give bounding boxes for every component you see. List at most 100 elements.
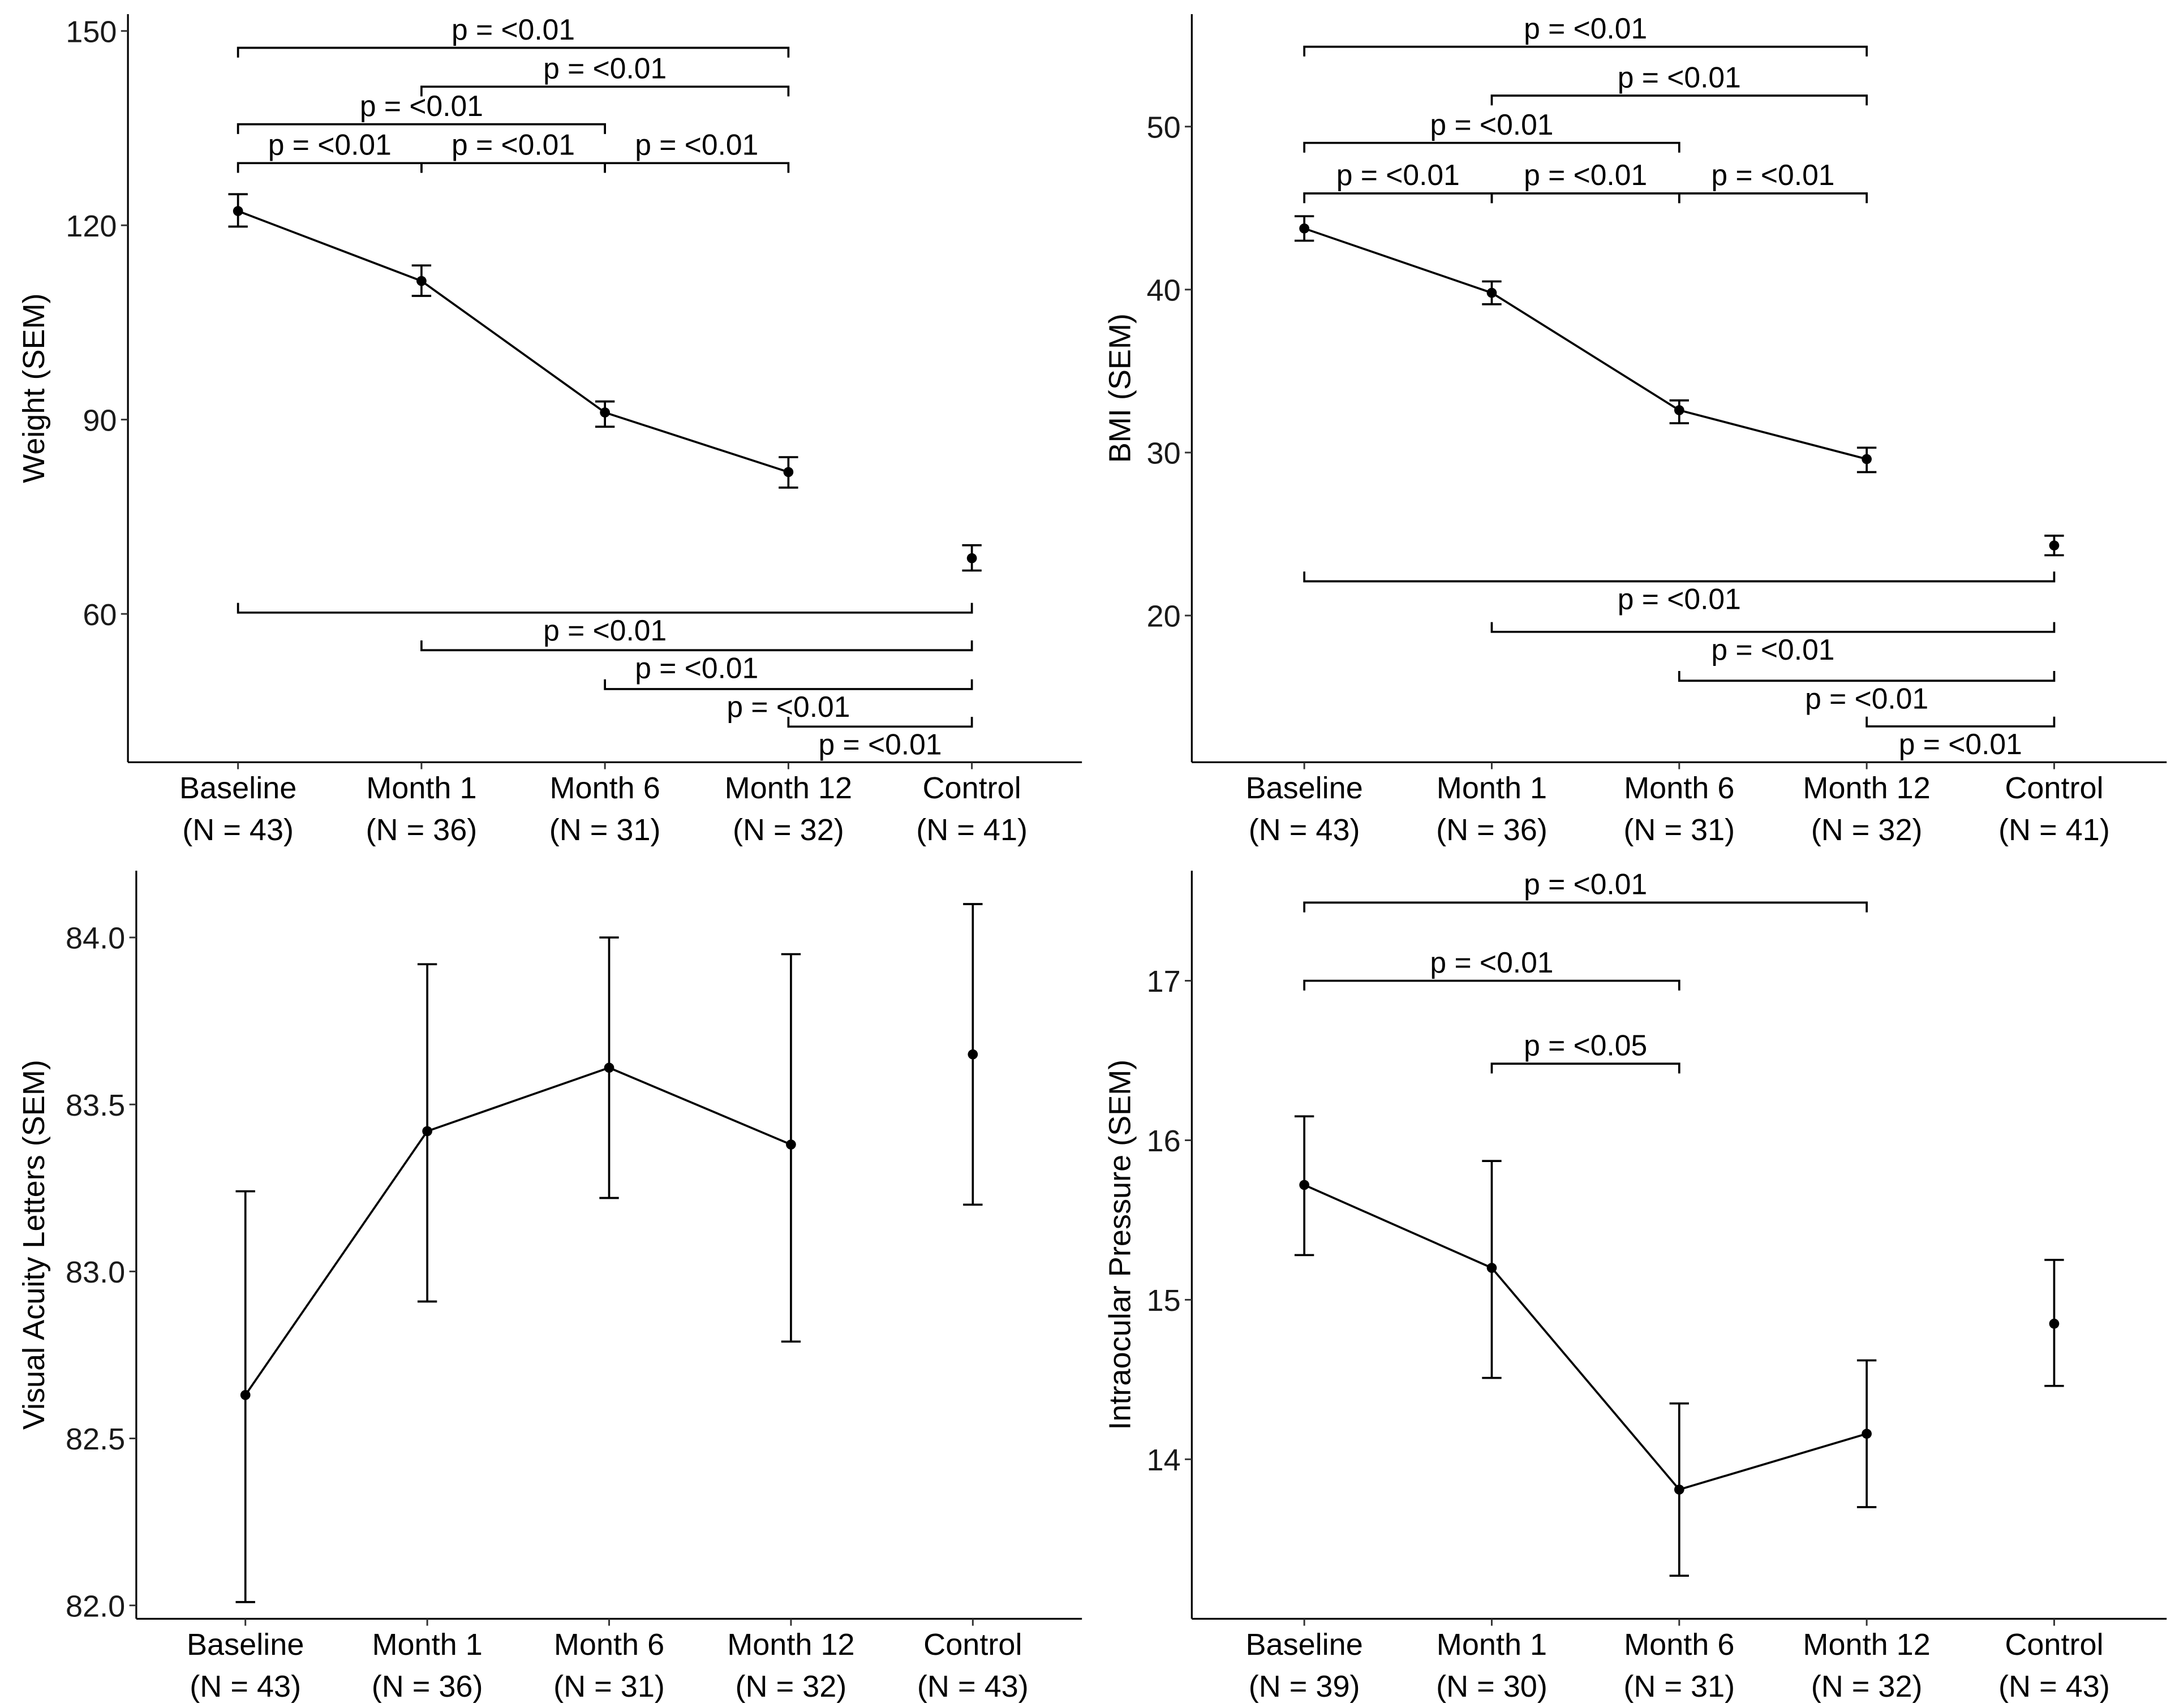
x-tick-label: Month 1 xyxy=(372,1628,482,1662)
bracket-line xyxy=(237,123,606,134)
p-value-label: p = <0.01 xyxy=(1711,633,1834,666)
series-line xyxy=(244,1066,792,1396)
x-tick-label: Control xyxy=(922,771,1021,805)
p-value-label: p = <0.01 xyxy=(1805,682,1928,715)
y-axis-title: Intraocular Pressure (SEM) xyxy=(1103,1060,1137,1430)
significance-bracket: p = <0.01 xyxy=(420,51,790,97)
p-value-label: p = <0.01 xyxy=(452,13,575,46)
data-point xyxy=(2049,540,2060,550)
p-value-label: p = <0.01 xyxy=(1524,158,1647,191)
visual-acuity-panel: 82.0 82.5 83.0 83.5 84.0 Baseline (N = 43) Mont… xyxy=(17,870,1082,1703)
x-tick-sample-size: (N = 31) xyxy=(1623,813,1735,847)
significance-bracket: p = <0.01 xyxy=(1490,158,1680,204)
y-tick-label: 90 xyxy=(83,403,117,437)
bracket-line xyxy=(1303,901,1868,913)
p-value-label: p = <0.01 xyxy=(543,51,667,84)
bracket-line xyxy=(237,603,973,614)
significance-bracket: p = <0.01 xyxy=(1303,868,1868,913)
data-point xyxy=(416,276,427,286)
y-axis-title: Visual Acuity Letters (SEM) xyxy=(17,1060,51,1430)
data-point xyxy=(604,1062,614,1073)
x-tick-label: Baseline xyxy=(1245,771,1362,805)
data-point xyxy=(600,407,610,418)
significance-bracket: p = <0.01 xyxy=(604,128,790,173)
data-point xyxy=(2049,1318,2060,1329)
y-tick-label: 20 xyxy=(1147,600,1181,634)
x-tick-sample-size: (N = 43) xyxy=(1249,813,1360,847)
bracket-line xyxy=(1865,716,2056,728)
x-tick-sample-size: (N = 36) xyxy=(372,1670,483,1703)
series-line xyxy=(1304,1184,1867,1491)
y-axis-title: BMI (SEM) xyxy=(1103,313,1137,463)
bmi-panel: 20 30 40 50 Baseline (N = 43) Month 1 (N = 36) M… xyxy=(1103,12,2167,847)
x-tick-sample-size: (N = 31) xyxy=(549,813,661,847)
x-tick-label: Month 1 xyxy=(366,771,476,805)
bracket-line xyxy=(1303,979,1680,991)
significance-bracket: p = <0.01 xyxy=(237,89,606,134)
y-tick-label: 14 xyxy=(1147,1443,1181,1477)
significance-bracket: p = <0.01 xyxy=(1678,158,1868,204)
y-tick-label: 17 xyxy=(1147,965,1181,999)
intraocular-pressure-panel: 14 15 16 17 Baseline (N = 39) Month 1 (N = 30) M… xyxy=(1103,868,2167,1703)
p-value-label: p = <0.01 xyxy=(1336,158,1460,191)
data-point xyxy=(1674,405,1684,415)
x-tick-sample-size: (N = 32) xyxy=(1811,1670,1923,1703)
bracket-line xyxy=(1678,671,2056,682)
data-point xyxy=(422,1126,432,1137)
x-tick-label: Control xyxy=(2005,771,2103,805)
x-tick-label: Month 6 xyxy=(1624,771,1734,805)
p-value-label: p = <0.01 xyxy=(1524,868,1647,901)
x-tick-label: Month 1 xyxy=(1437,771,1547,805)
p-value-label: p = <0.01 xyxy=(1618,583,1741,616)
significance-bracket: p = <0.01 xyxy=(420,640,973,684)
bracket-line xyxy=(1303,141,1680,153)
y-tick-label: 83.5 xyxy=(66,1089,125,1122)
p-value-label: p = <0.05 xyxy=(1524,1029,1647,1061)
data-point xyxy=(1299,223,1309,234)
series-line xyxy=(1304,227,1867,461)
data-point xyxy=(783,467,794,477)
y-tick-label: 30 xyxy=(1147,437,1181,471)
p-value-label: p = <0.01 xyxy=(635,128,758,161)
y-tick-label: 82.0 xyxy=(66,1589,125,1623)
x-tick-sample-size: (N = 30) xyxy=(1436,1670,1548,1703)
data-point xyxy=(966,553,977,563)
p-value-label: p = <0.01 xyxy=(818,728,942,760)
y-tick-label: 40 xyxy=(1147,274,1181,308)
x-tick-label: Month 6 xyxy=(1624,1628,1734,1662)
x-tick-label: Month 12 xyxy=(727,1628,854,1662)
weight-panel: 60 90 120 150 Baseline (N = 43) Month 1 (N = 36… xyxy=(17,13,1082,847)
y-tick-label: 16 xyxy=(1147,1124,1181,1158)
x-tick-label: Month 12 xyxy=(1803,771,1930,805)
x-tick-label: Month 6 xyxy=(554,1628,664,1662)
significance-bracket: p = <0.05 xyxy=(1490,1029,1680,1074)
significance-bracket: p = <0.01 xyxy=(1490,61,1868,106)
x-tick-sample-size: (N = 43) xyxy=(917,1670,1029,1703)
p-value-label: p = <0.01 xyxy=(635,651,758,684)
p-value-label: p = <0.01 xyxy=(268,128,392,161)
x-tick-sample-size: (N = 31) xyxy=(1623,1670,1735,1703)
x-tick-label: Month 12 xyxy=(725,771,852,805)
data-point xyxy=(1486,1263,1497,1273)
bracket-line xyxy=(604,679,973,690)
data-point xyxy=(786,1139,796,1150)
x-tick-sample-size: (N = 36) xyxy=(366,813,478,847)
x-tick-sample-size: (N = 36) xyxy=(1436,813,1548,847)
x-tick-label: Month 6 xyxy=(549,771,660,805)
y-tick-label: 84.0 xyxy=(66,922,125,956)
x-tick-sample-size: (N = 39) xyxy=(1249,1670,1360,1703)
x-tick-label: Baseline xyxy=(179,771,296,805)
data-point xyxy=(233,206,243,216)
data-point xyxy=(1486,287,1497,298)
significance-bracket: p = <0.01 xyxy=(787,717,973,760)
x-tick-sample-size: (N = 41) xyxy=(1998,813,2110,847)
x-tick-sample-size: (N = 32) xyxy=(736,1670,847,1703)
data-point xyxy=(1674,1485,1684,1495)
significance-bracket: p = <0.01 xyxy=(1865,716,2056,760)
p-value-label: p = <0.01 xyxy=(1711,158,1834,191)
bracket-line xyxy=(1490,1062,1680,1074)
y-tick-label: 82.5 xyxy=(66,1422,125,1456)
p-value-label: p = <0.01 xyxy=(1430,108,1553,141)
p-value-label: p = <0.01 xyxy=(452,128,575,161)
